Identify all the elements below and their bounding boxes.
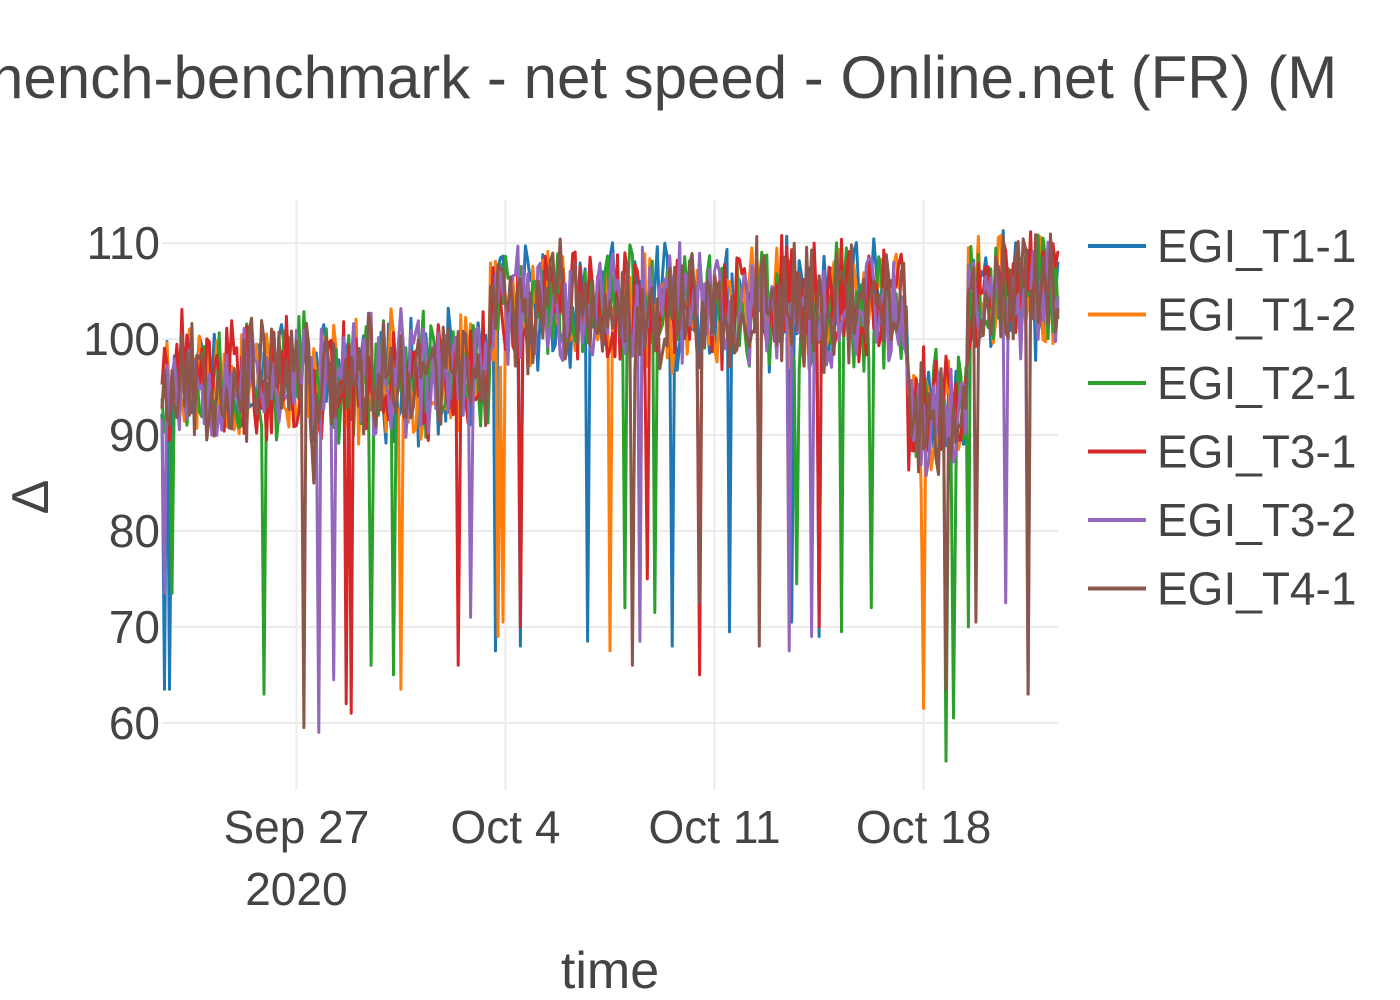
x-tick-label: Oct 11 [648,801,780,853]
x-tick-label: Sep 27 [224,801,370,853]
y-axis-ticks: 60 70 80 90 100 110 [83,217,160,749]
y-tick-label: 70 [109,601,160,653]
y-tick-label: 60 [109,697,160,749]
series-layer [160,229,1060,763]
x-tick-label: Oct 4 [450,801,560,853]
series-line-egi-t4-1 [160,232,1060,730]
legend-item[interactable]: EGI_T3-2 [1088,494,1356,546]
legend-item[interactable]: EGI_T1-1 [1088,220,1356,272]
y-tick-label: 80 [109,505,160,557]
x-tick-label: Oct 18 [856,801,992,853]
legend: EGI_T1-1 EGI_T1-2 EGI_T2-1 EGI_T3-1 EGI_T3-2… [1088,220,1356,615]
legend-label: EGI_T1-2 [1157,289,1356,341]
x-axis-title: time [561,942,659,1000]
x-axis-ticks: Sep 27 2020 Oct 4 Oct 11 Oct 18 [224,801,992,915]
legend-item[interactable]: EGI_T1-2 [1088,289,1356,341]
legend-item[interactable]: EGI_T2-1 [1088,357,1356,409]
legend-label: EGI_T3-2 [1157,494,1356,546]
chart-title: hench-benchmark - net speed - Online.net… [0,44,1337,111]
x-tick-sublabel: 2020 [245,863,347,915]
legend-label: EGI_T1-1 [1157,220,1356,272]
legend-item[interactable]: EGI_T3-1 [1088,426,1356,478]
y-tick-label: 100 [83,313,160,365]
legend-label: EGI_T2-1 [1157,357,1356,409]
y-tick-label: 110 [87,217,160,269]
y-tick-label: 90 [109,409,160,461]
y-axis-title: Δ [2,480,60,515]
legend-item[interactable]: EGI_T4-1 [1088,563,1356,615]
legend-label: EGI_T4-1 [1157,563,1356,615]
legend-label: EGI_T3-1 [1157,426,1356,478]
